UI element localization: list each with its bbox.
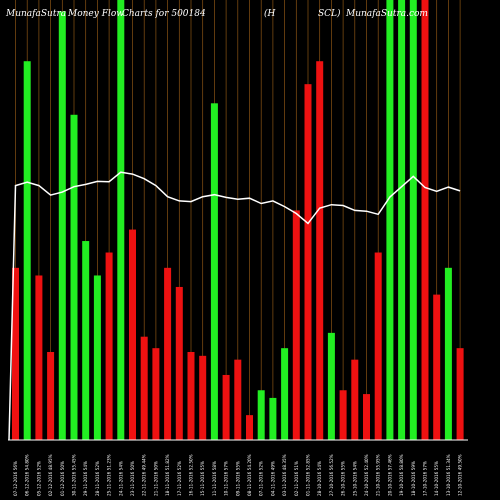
x-tick-label: 28-11-2016 52%	[95, 461, 100, 496]
price-line-layer	[8, 171, 461, 441]
x-tick-label: 23-11-2016 50%	[130, 461, 135, 496]
x-tick-label: 08-11-2016 54.20%	[247, 454, 252, 496]
x-tick-label: 13-10-2016 51.34%	[446, 454, 451, 496]
x-tick-label: 01-11-2016 52.85%	[306, 454, 311, 496]
outflow-bar	[175, 286, 183, 440]
outflow-bar	[152, 348, 160, 440]
inflow-bar	[386, 0, 394, 440]
x-tick-label: 07-11-2016 52%	[259, 461, 264, 496]
x-tick-label: 21-11-2016 50%	[153, 461, 158, 496]
title-part-name-start: (H	[264, 8, 276, 19]
x-tick-label: 04-11-2016 49%	[270, 461, 275, 496]
outflow-bar	[187, 352, 195, 440]
x-tick-label: 06-12-2016 54.80%	[25, 454, 30, 496]
inflow-bar	[444, 267, 452, 440]
outflow-bar	[456, 348, 464, 440]
chart-title: MunafaSutra Money Flow Charts for 500184…	[5, 8, 428, 19]
outflow-bar	[433, 294, 441, 440]
x-tick-label: 10-11-2016 57%	[224, 461, 229, 496]
x-tick-label: 15-11-2016 55%	[200, 461, 205, 496]
outflow-bar	[199, 355, 207, 440]
outflow-bar	[351, 359, 359, 440]
inflow-bar	[93, 275, 101, 440]
inflow-bar	[327, 332, 335, 440]
x-tick-label: 11-11-2016 58%	[212, 461, 217, 496]
inflow-bar	[23, 61, 31, 440]
outflow-bar	[47, 352, 55, 440]
inflow-bar	[117, 0, 125, 440]
x-tick-label: 17-10-2016 57%	[423, 461, 428, 496]
x-tick-label: 07-12-2016 56%	[13, 461, 18, 496]
outflow-bar	[35, 275, 43, 440]
x-tick-label: 21-10-2016 55.95%	[376, 454, 381, 496]
x-tick-label: 05-12-2016 52%	[36, 461, 41, 496]
x-tick-label: 19-10-2016 58.80%	[399, 454, 404, 496]
x-tick-label: 14-10-2016 55%	[434, 461, 439, 496]
inflow-bar	[409, 0, 417, 440]
x-tick-label: 18-10-2016 59%	[411, 461, 416, 496]
x-tick-label: 26-10-2016 55%	[341, 461, 346, 496]
outflow-bar	[363, 394, 370, 440]
inflow-bar	[257, 390, 265, 440]
x-tick-label: 30-11-2016 55.45%	[72, 454, 77, 496]
outflow-bar	[292, 210, 300, 440]
title-part-money-flow: Money Flow	[67, 9, 124, 19]
outflow-bar	[421, 0, 429, 440]
outflow-bar	[246, 415, 253, 440]
title-part-site: MunafaSutra	[5, 9, 66, 19]
outflow-bar	[222, 374, 230, 440]
outflow-bar	[12, 267, 19, 440]
x-tick-label: 24-11-2016 54%	[118, 461, 123, 496]
x-tick-label: 03-11-2016 48.35%	[282, 454, 287, 496]
inflow-bar	[82, 241, 90, 440]
title-part-name-end: SCL)	[318, 8, 341, 19]
x-tick-label: 27-10-2016 56.52%	[329, 454, 334, 496]
outflow-bar	[105, 252, 113, 440]
inflow-bar	[281, 348, 289, 440]
outflow-bar	[374, 252, 382, 440]
outflow-bar	[140, 336, 148, 440]
x-tick-label: 01-12-2016 50%	[60, 461, 65, 496]
x-tick-label: 16-11-2016 52.50%	[189, 454, 194, 496]
x-tick-label: 12-10-2016 49.50%	[458, 454, 463, 496]
x-tick-label: 24-10-2016 52.40%	[364, 454, 369, 496]
x-tick-label: 25-10-2016 54%	[352, 461, 357, 496]
inflow-bar	[70, 114, 78, 441]
price-line	[8, 171, 461, 441]
inflow-bar	[210, 103, 218, 440]
money-flow-bars	[12, 0, 464, 441]
x-tick-label: 20-10-2016 57.46%	[387, 454, 392, 496]
outflow-bar	[234, 359, 242, 440]
outflow-bar	[316, 61, 324, 440]
x-tick-label: 02-12-2016 48.95%	[48, 454, 53, 496]
outflow-bar	[304, 84, 312, 440]
outflow-bar	[339, 390, 347, 440]
x-tick-label: 17-11-2016 52%	[177, 461, 182, 496]
outflow-bar	[129, 229, 136, 440]
x-axis-tick-labels: 07-12-2016 56% 06-12-2016 54.80% 05-12-201…	[13, 454, 463, 496]
x-tick-label: 29-11-2016 54%	[83, 461, 88, 496]
inflow-bar	[58, 11, 66, 440]
x-tick-label: 09-11-2016 55%	[235, 461, 240, 496]
x-tick-label: 02-11-2016 51%	[294, 461, 299, 496]
x-tick-label: 28-10-2016 54%	[317, 461, 322, 496]
x-tick-label: 18-11-2016 51.82%	[165, 454, 170, 496]
x-tick-label: 25-11-2016 51.23%	[107, 454, 112, 496]
title-part-charts-for: Charts for 500184	[122, 9, 206, 19]
outflow-bar	[164, 267, 172, 440]
x-tick-label: 22-11-2016 49.44%	[142, 454, 147, 496]
inflow-bar	[398, 0, 406, 440]
title-part-website: MunafaSutra.com	[345, 9, 428, 19]
inflow-bar	[269, 397, 277, 440]
